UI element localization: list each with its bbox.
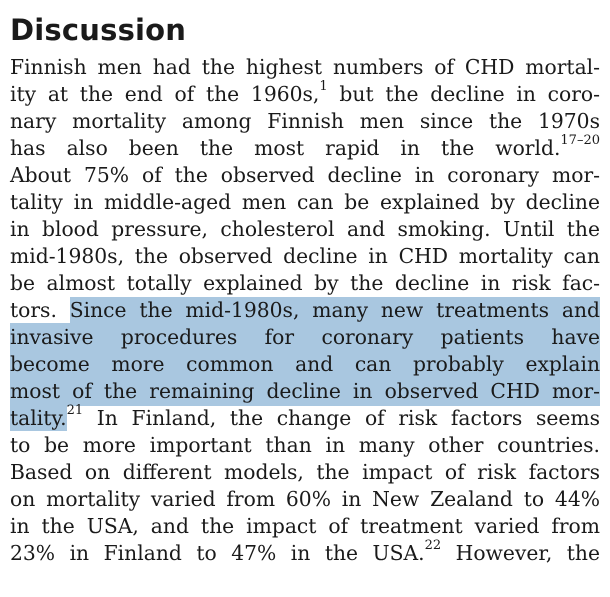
- text-line: on mortality varied from 60% in New Zeal…: [10, 486, 600, 513]
- text-line: to be more important than in many other …: [10, 432, 600, 459]
- text-run: Based on different models, the impact of…: [10, 460, 600, 484]
- text-line: tors. Since the mid-1980s, many new trea…: [10, 297, 600, 324]
- section-heading: Discussion: [10, 13, 187, 47]
- text-run: tors.: [10, 298, 70, 322]
- text-run: In Finland, the change of risk factors s…: [83, 406, 600, 430]
- text-run: 23% in Finland to 47% in the USA.: [10, 541, 425, 565]
- citation-superscript: 22: [424, 538, 442, 554]
- text-run: be almost totally explained by the decli…: [10, 271, 600, 295]
- text-line: invasive procedures for coronary patient…: [10, 324, 600, 351]
- text-run: but the decline in coro-: [327, 82, 600, 106]
- text-run: invasive procedures for coronary patient…: [10, 325, 600, 349]
- text-line: mid-1980s, the observed decline in CHD m…: [10, 243, 600, 270]
- text-line: in the USA, and the impact of treatment …: [10, 513, 600, 540]
- text-run: has also been the most rapid in the worl…: [10, 136, 561, 160]
- text-line: Finnish men had the highest numbers of C…: [10, 54, 600, 81]
- text-line: become more common and can probably expl…: [10, 351, 601, 378]
- text-run: About 75% of the observed decline in cor…: [10, 163, 600, 187]
- text-run: nary mortality among Finnish men since t…: [10, 109, 600, 133]
- text-run: tality in middle-aged men can be explain…: [10, 190, 600, 214]
- text-line: tality.21 In Finland, the change of risk…: [10, 403, 600, 432]
- text-line: be almost totally explained by the decli…: [10, 270, 600, 297]
- text-line: has also been the most rapid in the worl…: [10, 133, 600, 162]
- text-run: to be more important than in many other …: [10, 433, 600, 457]
- text-run: most of the remaining decline in observe…: [10, 379, 600, 403]
- text-line: About 75% of the observed decline in cor…: [10, 162, 600, 189]
- document-page: Discussion Finnish men had the highest n…: [10, 12, 601, 567]
- text-line: ity at the end of the 1960s,1 but the de…: [10, 79, 600, 108]
- citation-superscript: 21: [66, 403, 84, 419]
- highlighted-text: Since the mid-1980s, many new treatments…: [69, 298, 600, 322]
- text-run: Finnish men had the highest numbers of C…: [10, 55, 600, 79]
- text-run: However, the: [441, 541, 600, 565]
- text-line: most of the remaining decline in observe…: [10, 378, 600, 405]
- citation-superscript: 17–20: [560, 133, 600, 149]
- text-line: 23% in Finland to 47% in the USA.22 Howe…: [10, 538, 600, 567]
- text-line: tality in middle-aged men can be explain…: [10, 189, 600, 216]
- text-run: mid-1980s, the observed decline in CHD m…: [10, 244, 600, 268]
- citation-superscript: 1: [319, 79, 328, 95]
- text-line: in blood pressure, cholesterol and smoki…: [10, 216, 600, 243]
- text-run: ity at the end of the 1960s,: [10, 82, 320, 106]
- text-run: in blood pressure, cholesterol and smoki…: [10, 217, 600, 241]
- text-line: nary mortality among Finnish men since t…: [10, 108, 600, 135]
- text-run: on mortality varied from 60% in New Zeal…: [10, 487, 600, 511]
- text-run: in the USA, and the impact of treatment …: [10, 514, 600, 538]
- discussion-paragraph[interactable]: Finnish men had the highest numbers of C…: [10, 54, 601, 567]
- highlighted-text: tality.: [10, 406, 67, 430]
- text-run: become more common and can probably expl…: [10, 352, 601, 376]
- text-line: Based on different models, the impact of…: [10, 459, 600, 486]
